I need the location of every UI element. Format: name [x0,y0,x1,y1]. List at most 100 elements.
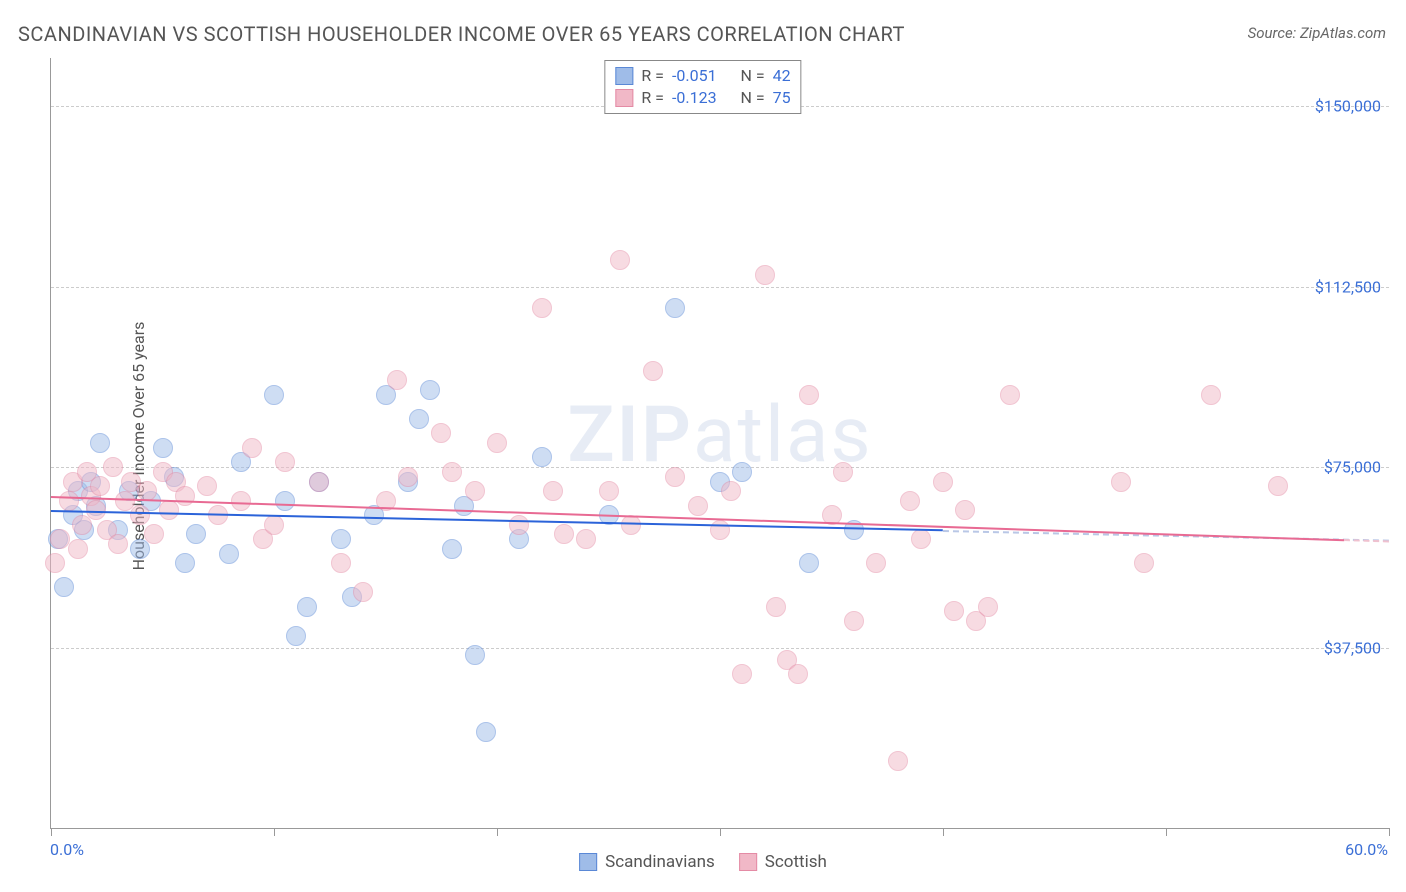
source-name: ZipAtlas.com [1300,24,1386,42]
scatter-point [576,529,596,549]
scatter-point [911,529,931,549]
scatter-point [799,385,819,405]
grid-line [51,648,1389,649]
scatter-point [710,520,730,540]
scatter-point [955,500,975,520]
scatter-point [331,553,351,573]
scatter-point [219,544,239,564]
scatter-point [599,481,619,501]
scatter-point [54,577,74,597]
x-tick [51,828,52,836]
scatter-point [420,380,440,400]
legend-series-item: Scottish [739,852,827,872]
scatter-point [242,438,262,458]
legend-series-label: Scandinavians [605,852,715,872]
scatter-point [732,462,752,482]
scatter-point [90,433,110,453]
scatter-point [933,472,953,492]
scatter-point [844,611,864,631]
scatter-point [90,476,110,496]
scatter-point [643,361,663,381]
y-tick-label: $150,000 [1315,97,1381,116]
scatter-point [944,601,964,621]
legend-r-label: R = [641,65,664,87]
scatter-point [442,462,462,482]
scatter-point [1134,553,1154,573]
x-tick [274,828,275,836]
scatter-point [130,505,150,525]
scatter-point [1111,472,1131,492]
scatter-point [409,409,429,429]
scatter-point [1201,385,1221,405]
legend-n-label: N = [741,87,765,109]
legend-swatch [579,853,597,871]
scatter-point [978,597,998,617]
y-tick-label: $37,500 [1324,638,1381,657]
scatter-point [465,481,485,501]
legend-stat-row: R =-0.051 N =42 [615,65,790,87]
scatter-point [144,524,164,544]
scatter-point [487,433,507,453]
scatter-point [833,462,853,482]
scatter-point [900,491,920,511]
scatter-point [532,447,552,467]
scatter-point [665,298,685,318]
legend-swatch [615,89,633,107]
scatter-point [610,250,630,270]
scatter-point [465,645,485,665]
scatter-point [103,457,123,477]
x-tick [1389,828,1390,836]
scatter-point [108,534,128,554]
grid-line [51,287,1389,288]
scatter-point [159,500,179,520]
scatter-point [543,481,563,501]
chart-title: SCANDINAVIAN VS SCOTTISH HOUSEHOLDER INC… [18,22,905,46]
scatter-point [1268,476,1288,496]
legend-n-value: 42 [773,65,791,87]
scatter-point [1000,385,1020,405]
scatter-point [788,664,808,684]
y-tick-label: $75,000 [1324,458,1381,477]
scatter-point [532,298,552,318]
scatter-point [888,751,908,771]
legend-stat-row: R = -0.123 N = 75 [615,87,790,109]
scatter-point [353,582,373,602]
scatter-point [264,385,284,405]
correlation-legend: R =-0.051 N =42R =-0.123 N =75 [604,60,801,114]
x-axis-max-label: 60.0% [1345,840,1388,859]
scatter-point [264,515,284,535]
scatter-point [387,370,407,390]
x-axis-min-label: 0.0% [50,840,84,859]
scatter-point [866,553,886,573]
scatter-point [476,722,496,742]
scatter-point [59,491,79,511]
grid-line [51,467,1389,468]
legend-r-label: R = [641,87,664,109]
scatter-point [231,491,251,511]
scatter-point [68,539,88,559]
scatter-point [286,626,306,646]
scatter-point [766,597,786,617]
scatter-point [431,423,451,443]
scatter-point [442,539,462,559]
legend-swatch [739,853,757,871]
trend-line [1344,539,1389,542]
source-label: Source: ZipAtlas.com [1248,24,1386,42]
x-tick [720,828,721,836]
scatter-point [197,476,217,496]
scatter-point [509,515,529,535]
scatter-point [297,597,317,617]
scatter-point [554,524,574,544]
scatter-point [665,467,685,487]
legend-r-value: -0.123 [672,87,717,109]
legend-n-value: 75 [773,87,791,109]
scatter-point [721,481,741,501]
legend-series-item: Scandinavians [579,852,715,872]
x-tick [497,828,498,836]
scatter-point [799,553,819,573]
legend-swatch [615,67,633,85]
scatter-point [153,438,173,458]
chart-plot-area: ZIPatlas $37,500$75,000$112,500$150,000 [50,58,1389,829]
series-legend: Scandinavians Scottish [579,852,827,872]
legend-n-label: N = [741,65,765,87]
